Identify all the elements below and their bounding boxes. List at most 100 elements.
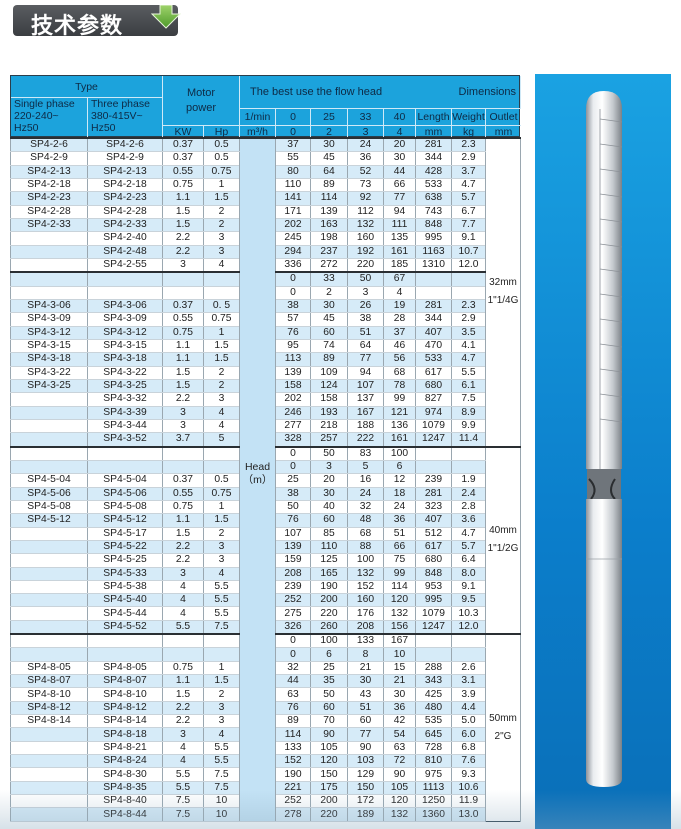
weight-kg: 3.1: [451, 674, 486, 689]
weight-kg: 10.6: [451, 781, 486, 796]
single-phase-model: [10, 606, 88, 621]
power-hp: 3: [203, 540, 240, 555]
head-q1: 45: [310, 151, 348, 166]
power-hp: 1: [203, 326, 240, 340]
length-mm: 480: [415, 701, 452, 716]
three-phase-model: SP4-3-44: [87, 419, 163, 434]
power-hp: 1: [203, 500, 240, 515]
length-mm: 407: [415, 326, 452, 340]
three-phase-line: Three phase: [91, 98, 150, 110]
head-q2: 30: [347, 674, 384, 689]
head-q2: 208: [347, 620, 384, 635]
single-phase-model: [10, 432, 88, 448]
type-header: Type: [11, 76, 163, 98]
single-phase-model: [10, 781, 88, 796]
table-row: SP4-8-05 SP4-8-05 0.75 1 32 25 21 15 288 2.6: [10, 661, 521, 676]
empty-cell: [203, 286, 240, 300]
empty-cell: [451, 460, 486, 475]
length-mm: 1310: [415, 258, 452, 273]
weight-kg: 4.7: [451, 527, 486, 541]
power-hp: 2: [203, 205, 240, 219]
length-mm: 512: [415, 527, 452, 541]
power-hp: 2: [203, 366, 240, 380]
empty-cell: [87, 271, 163, 287]
head-q1: 60: [310, 701, 348, 716]
head-q0: 239: [275, 580, 311, 595]
single-phase-model: SP4-3-12: [10, 326, 88, 340]
empty-cell: [10, 445, 88, 461]
length-mm: 535: [415, 714, 452, 729]
empty-cell: [415, 445, 452, 461]
length-header: Length: [416, 109, 452, 126]
weight-kg: 9.5: [451, 593, 486, 608]
head-q1: 198: [310, 231, 348, 246]
table-row: SP4-3-25 SP4-3-25 1.5 2 158 124 107 78 680 6.1: [10, 379, 521, 394]
head-q3: 51: [383, 527, 416, 541]
single-phase-model: SP4-2-23: [10, 191, 88, 206]
head-q2: 132: [347, 567, 384, 581]
three-phase-model: SP4-3-15: [87, 339, 163, 354]
length-mm: 848: [415, 567, 452, 581]
table-row: SP4-3-09 SP4-3-09 0.55 0.75 57 45 38 28 344 2.9: [10, 312, 521, 327]
length-mm: 827: [415, 392, 452, 407]
weight-kg: 1.9: [451, 473, 486, 488]
three-phase-model: SP4-5-25: [87, 553, 163, 568]
weight-kg: 2.3: [451, 137, 486, 153]
three-phase-model: SP4-8-35: [87, 781, 163, 796]
single-phase-model: [10, 258, 88, 273]
empty-cell: [451, 633, 486, 649]
power-hp: 4: [203, 419, 240, 434]
flow-lpm-value: 0: [275, 633, 311, 649]
power-kw: 5.5: [162, 620, 204, 635]
head-q3: 12: [383, 473, 416, 488]
head-q0: 80: [275, 165, 311, 179]
head-q3: 36: [383, 701, 416, 716]
power-hp: 7.5: [203, 620, 240, 635]
head-q2: 103: [347, 754, 384, 769]
power-kw: 3: [162, 567, 204, 581]
three-phase-model: SP4-8-14: [87, 714, 163, 729]
empty-cell: [10, 460, 88, 475]
head-q0: 76: [275, 701, 311, 716]
weight-kg: 6.8: [451, 741, 486, 756]
head-q0: 152: [275, 754, 311, 769]
head-q1: 85: [310, 527, 348, 541]
head-q3: 30: [383, 151, 416, 166]
single-phase-line: Single phase: [14, 98, 75, 110]
power-kw: 7.5: [162, 807, 204, 822]
three-phase-model: SP4-3-06: [87, 299, 163, 314]
single-phase-model: SP4-3-06: [10, 299, 88, 314]
weight-kg: 2.9: [451, 151, 486, 166]
three-phase-model: SP4-2-13: [87, 165, 163, 179]
head-q3: 120: [383, 593, 416, 608]
single-phase-model: SP4-3-09: [10, 312, 88, 327]
outlet-size: 40mm 1"1/2G: [485, 445, 521, 635]
power-hp: 5.5: [203, 741, 240, 756]
head-q2: 222: [347, 432, 384, 448]
power-hp: 5.5: [203, 754, 240, 769]
three-phase-model: SP4-2-6: [87, 137, 163, 153]
three-phase-model: SP4-5-12: [87, 513, 163, 528]
head-q3: 46: [383, 339, 416, 354]
table-row: SP4-2-48 2.2 3 294 237 192 161 1163 10.7: [10, 245, 521, 259]
head-q3: 132: [383, 606, 416, 621]
length-mm: 281: [415, 137, 452, 153]
power-hp: 5: [203, 432, 240, 448]
head-q0: 190: [275, 767, 311, 782]
three-phase-model: SP4-8-40: [87, 794, 163, 809]
head-q1: 220: [310, 807, 348, 822]
table-header: Type Single phase 220-240~ Hz50 Three ph…: [10, 75, 521, 138]
power-hp: 3: [203, 701, 240, 716]
weight-kg: 4.7: [451, 178, 486, 193]
table-row: SP4-8-14 SP4-8-14 2.2 3 89 70 60 42 535 5.0: [10, 714, 521, 729]
head-q2: 90: [347, 741, 384, 756]
lpm-value: 0: [276, 109, 311, 126]
weight-kg: 6.0: [451, 727, 486, 742]
table-row: SP4-8-07 SP4-8-07 1.1 1.5 44 35 30 21 343 3.1: [10, 674, 521, 689]
table-row: SP4-8-447.510278220189132136013.0: [10, 807, 521, 822]
head-q3: 161: [383, 245, 416, 259]
three-phase-model: SP4-3-12: [87, 326, 163, 340]
outlet-size: 50mm 2"G: [485, 633, 521, 822]
single-phase-model: SP4-8-05: [10, 661, 88, 676]
power-hp: 5.5: [203, 606, 240, 621]
